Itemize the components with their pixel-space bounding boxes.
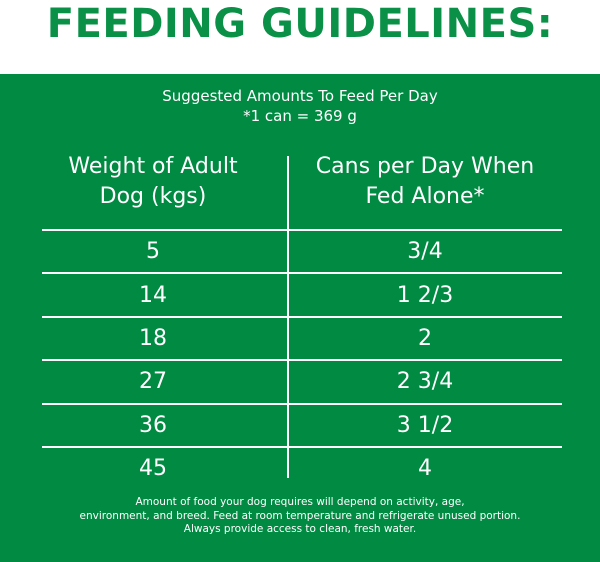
weight-cell: 36: [139, 412, 167, 438]
cans-cell: 1 2/3: [396, 282, 454, 308]
header-weight: Weight of Adult Dog (kgs): [42, 152, 288, 229]
row-divider: [42, 229, 562, 231]
weight-cell: 45: [139, 456, 167, 482]
can-weight-note: *1 can = 369 g: [243, 107, 357, 125]
cans-cell: 3/4: [407, 239, 443, 265]
table-header: Weight of Adult Dog (kgs) Cans per Day W…: [42, 152, 562, 229]
header-cans-line2: Fed Alone*: [365, 184, 485, 209]
header-weight-line2: Dog (kgs): [99, 184, 207, 209]
feeding-table: Weight of Adult Dog (kgs) Cans per Day W…: [42, 152, 562, 489]
feeding-panel: Suggested Amounts To Feed Per Day *1 can…: [0, 74, 600, 562]
cans-cell: 4: [418, 456, 432, 482]
table-row: 27 2 3/4: [42, 361, 562, 402]
table-row: 18 2: [42, 318, 562, 359]
subtitle-line: Suggested Amounts To Feed Per Day: [162, 87, 438, 105]
page-title: FEEDING GUIDELINES:: [46, 1, 554, 47]
row-divider: [42, 272, 562, 275]
row-divider: [42, 402, 562, 405]
header-cans-line1: Cans per Day When: [315, 154, 535, 179]
weight-cell: 14: [139, 282, 167, 308]
footnote-line: environment, and breed. Feed at room tem…: [79, 509, 521, 522]
subtitle: Suggested Amounts To Feed Per Day *1 can…: [0, 86, 600, 126]
cans-cell: 3 1/2: [396, 412, 454, 438]
header-weight-line1: Weight of Adult: [68, 154, 238, 179]
footnote-line: Always provide access to clean, fresh wa…: [183, 523, 417, 535]
table-row: 14 1 2/3: [42, 274, 562, 315]
row-divider: [42, 359, 562, 362]
footnote-line: Amount of food your dog requires will de…: [135, 496, 465, 508]
cans-cell: 2: [418, 325, 432, 351]
table-row: 45 4: [42, 448, 562, 489]
column-divider: [287, 156, 289, 478]
row-divider: [42, 445, 562, 448]
weight-cell: 18: [139, 325, 167, 351]
title-bar: FEEDING GUIDELINES:: [0, 0, 600, 74]
feeding-footnote: Amount of food your dog requires will de…: [0, 496, 600, 537]
table-row: 5 3/4: [42, 231, 562, 272]
weight-cell: 5: [146, 239, 160, 265]
cans-cell: 2 3/4: [396, 369, 454, 395]
header-cans: Cans per Day When Fed Alone*: [288, 152, 562, 229]
weight-cell: 27: [139, 369, 167, 395]
table-row: 36 3 1/2: [42, 405, 562, 446]
row-divider: [42, 315, 562, 318]
